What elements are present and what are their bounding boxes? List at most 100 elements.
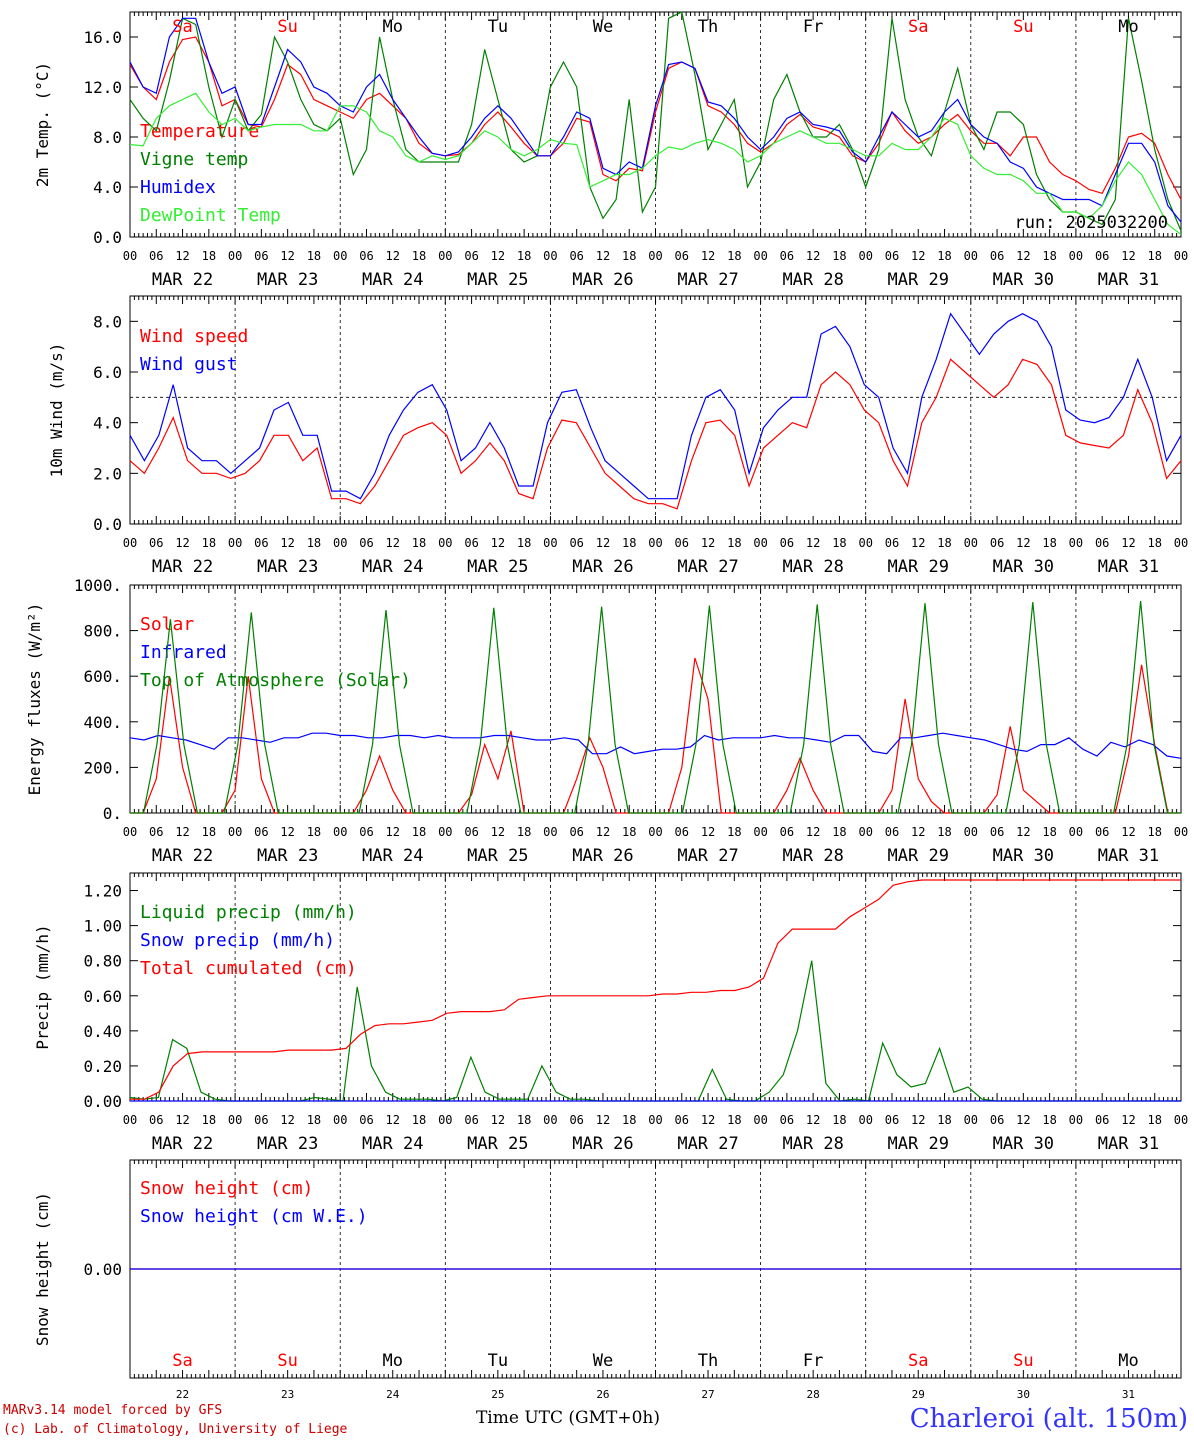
date-label: MAR 31 [1098, 557, 1159, 577]
hour-tick-label: 18 [832, 1113, 846, 1127]
date-label: MAR 31 [1098, 270, 1159, 290]
panel-2: 0.0 2.0 4.0 6.0 8.0 10m Wind (m/s) Wind speed W… [47, 295, 1188, 577]
hour-tick-label: 18 [937, 825, 951, 839]
hour-tick-label: 06 [885, 536, 899, 550]
hour-tick-label: 06 [464, 1113, 478, 1127]
y-tick-label: 8.0 [93, 128, 122, 147]
hour-tick-label: 12 [911, 825, 925, 839]
y-tick-label: 0. [103, 804, 122, 823]
hour-tick-label: 06 [359, 1113, 373, 1127]
hour-tick-label: 12 [806, 249, 820, 263]
hour-tick-label: 00 [438, 1113, 452, 1127]
hour-tick-label: 06 [780, 1113, 794, 1127]
hour-tick-label: 00 [1069, 249, 1083, 263]
hour-tick-label: 06 [569, 825, 583, 839]
hour-tick-label: 18 [307, 825, 321, 839]
y-tick-label: 0.0 [93, 515, 122, 534]
hour-tick-label: 06 [569, 249, 583, 263]
day-of-week-label: Sa [908, 17, 928, 37]
hour-tick-label: 00 [228, 249, 242, 263]
hour-tick-label: 06 [149, 536, 163, 550]
date-label: MAR 30 [993, 557, 1054, 577]
y-tick-label: 400. [83, 713, 122, 732]
hour-tick-label: 00 [753, 249, 767, 263]
y-tick-label: 800. [83, 622, 122, 641]
hour-tick-label: 12 [280, 1113, 294, 1127]
legend-entry: Top of Atmosphere (Solar) [140, 670, 411, 691]
hour-tick-label: 00 [648, 1113, 662, 1127]
y-tick-label: 4.0 [93, 414, 122, 433]
hour-tick-label: 12 [386, 825, 400, 839]
hour-tick-label: 18 [1147, 249, 1161, 263]
hour-tick-label: 00 [333, 249, 347, 263]
hour-tick-label: 00 [753, 536, 767, 550]
hour-tick-label: 12 [386, 536, 400, 550]
x-axis-title: Time UTC (GMT+0h) [476, 1408, 660, 1428]
hour-tick-label: 00 [1174, 536, 1188, 550]
legend-entry: Infrared [140, 642, 227, 663]
y-tick-label: 0.00 [83, 1092, 122, 1111]
hour-tick-label: 12 [806, 1113, 820, 1127]
date-label: MAR 29 [888, 846, 949, 866]
hour-tick-label: 12 [491, 1113, 505, 1127]
date-label: MAR 27 [677, 270, 738, 290]
hour-tick-label: 18 [1042, 536, 1056, 550]
y-tick-label: 200. [83, 758, 122, 777]
date-label: MAR 26 [572, 557, 633, 577]
hour-tick-label: 18 [937, 536, 951, 550]
hour-tick-label: 18 [832, 825, 846, 839]
date-label: MAR 25 [467, 846, 528, 866]
hour-tick-label: 00 [123, 1113, 137, 1127]
hour-tick-label: 06 [359, 536, 373, 550]
y-tick-label: 0.00 [83, 1260, 122, 1279]
hour-tick-label: 18 [727, 1113, 741, 1127]
hour-tick-label: 18 [1042, 249, 1056, 263]
legend-entry: Solar [140, 614, 194, 635]
day-of-week-label: Tu [488, 1351, 508, 1371]
hour-tick-label: 00 [858, 825, 872, 839]
day-of-week-label: Su [1013, 1351, 1033, 1371]
hour-tick-label: 00 [753, 1113, 767, 1127]
hour-tick-label: 06 [780, 249, 794, 263]
hour-tick-label: 00 [964, 249, 978, 263]
date-label: MAR 26 [572, 1134, 633, 1154]
date-label: MAR 29 [888, 1134, 949, 1154]
y-tick-label: 8.0 [93, 312, 122, 331]
day-of-week-label: Fr [803, 1351, 823, 1371]
hour-tick-label: 12 [806, 825, 820, 839]
day-of-week-label: Sa [908, 1351, 928, 1371]
series-line-2 [129, 17, 1182, 223]
y-tick-label: 600. [83, 667, 122, 686]
day-number-label: 26 [596, 1388, 609, 1401]
day-number-label: 22 [176, 1388, 189, 1401]
y-tick-label: 0.20 [83, 1057, 122, 1076]
hour-tick-label: 18 [412, 249, 426, 263]
hour-tick-label: 00 [228, 825, 242, 839]
hour-tick-label: 18 [622, 536, 636, 550]
hour-tick-label: 06 [1095, 536, 1109, 550]
footer-model: MARv3.14 model forced by GFS [3, 1403, 222, 1418]
hour-tick-label: 06 [149, 249, 163, 263]
hour-tick-label: 00 [1069, 825, 1083, 839]
series-line-1 [129, 11, 1182, 232]
panel-3: 0. 200. 400. 600. 800. 1000. Energy fluxes (W/… [25, 576, 1188, 866]
station-name: Charleroi (alt. 150m) [910, 1404, 1188, 1434]
date-label: MAR 28 [782, 557, 843, 577]
day-of-week-label: Mo [1118, 17, 1138, 37]
date-label: MAR 22 [152, 270, 213, 290]
day-number-label: 24 [386, 1388, 400, 1401]
hour-tick-label: 06 [1095, 825, 1109, 839]
hour-tick-label: 18 [307, 1113, 321, 1127]
day-of-week-label: Mo [383, 1351, 403, 1371]
hour-tick-label: 06 [464, 536, 478, 550]
day-number-label: 29 [912, 1388, 925, 1401]
hour-tick-label: 00 [228, 1113, 242, 1127]
date-label: MAR 24 [362, 1134, 423, 1154]
day-of-week-label: Th [698, 1351, 718, 1371]
legend-entry: Total cumulated (cm) [140, 958, 357, 979]
hour-tick-label: 18 [517, 536, 531, 550]
hour-tick-label: 12 [1016, 249, 1030, 263]
hour-tick-label: 06 [1095, 1113, 1109, 1127]
hour-tick-label: 12 [596, 536, 610, 550]
legend-entry: Vigne temp [140, 149, 248, 170]
